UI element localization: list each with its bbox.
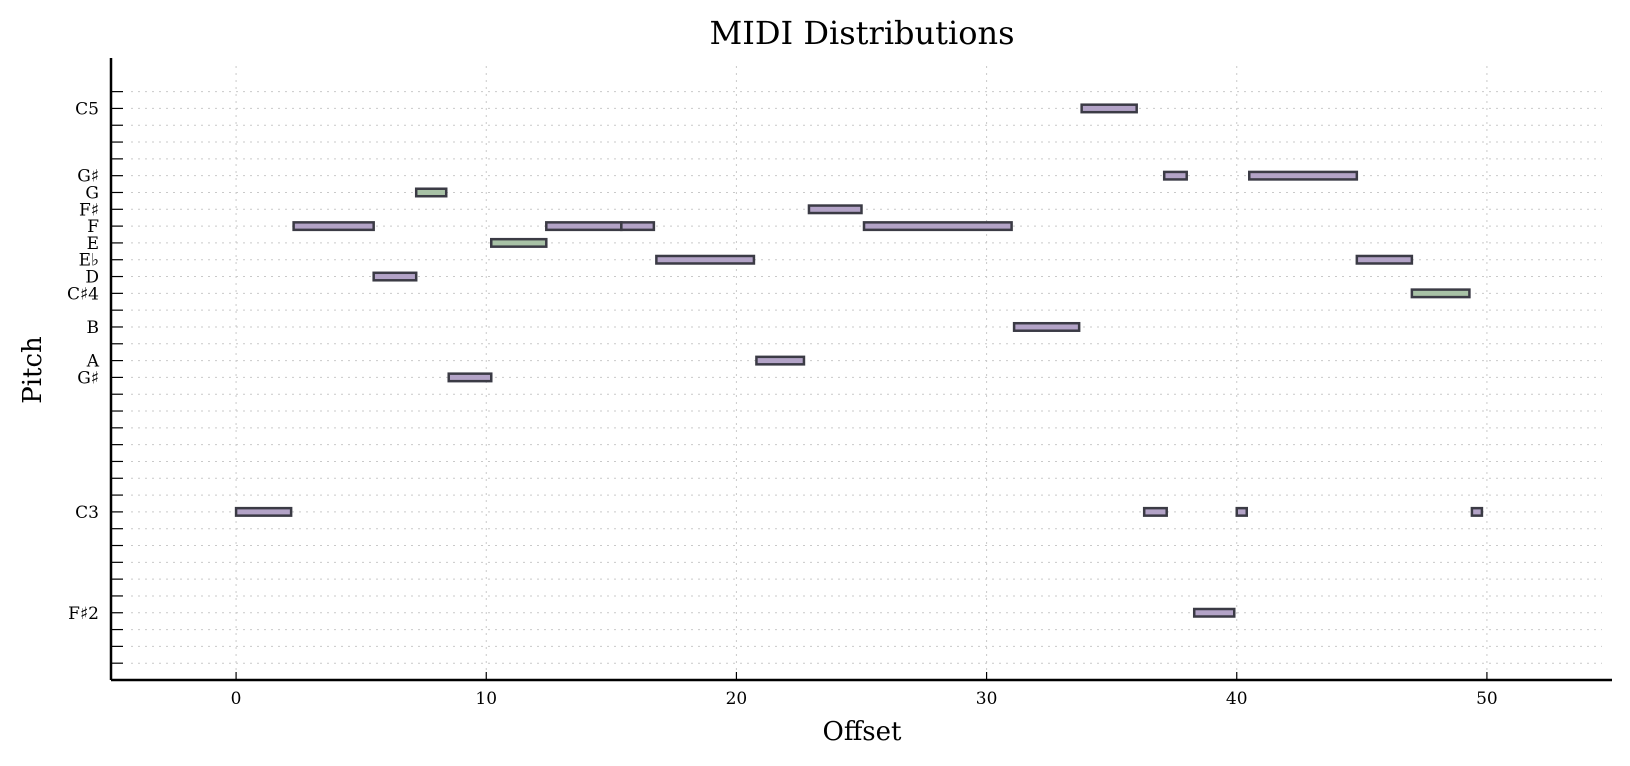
y-tick-label: G♯ xyxy=(77,167,99,187)
y-tick-label: D xyxy=(85,268,99,288)
axes-layer xyxy=(109,58,1612,682)
y-tick-label: F xyxy=(87,217,99,237)
note-bar xyxy=(447,372,493,383)
x-tick-label: 40 xyxy=(1226,689,1248,709)
note-bar xyxy=(655,254,756,265)
note-bar xyxy=(1142,506,1168,517)
note-bar xyxy=(1470,506,1484,517)
y-tick-label: G xyxy=(85,183,99,203)
note-bar xyxy=(862,221,1013,232)
x-tick-label: 50 xyxy=(1476,689,1498,709)
y-tick-label: E xyxy=(87,234,99,254)
note-bar xyxy=(1192,607,1236,618)
note-bar xyxy=(755,355,806,366)
notes-layer xyxy=(234,103,1484,618)
note-bar xyxy=(1248,170,1359,181)
y-tick-label: C5 xyxy=(75,99,99,119)
note-bar xyxy=(1162,170,1188,181)
y-tick-label: A xyxy=(86,352,100,372)
chart-title: MIDI Distributions xyxy=(709,14,1014,52)
note-bar xyxy=(234,506,293,517)
x-tick-label: 10 xyxy=(475,689,497,709)
y-tick-label: B xyxy=(87,318,100,338)
y-tick-label: G♯ xyxy=(77,368,99,388)
y-tick-label: F♯ xyxy=(79,200,99,220)
y-tick-label: F♯2 xyxy=(68,604,99,624)
y-tick-label: C3 xyxy=(75,503,99,523)
grid-layer xyxy=(131,66,1602,676)
note-bar xyxy=(1012,321,1081,332)
note-bar xyxy=(1410,288,1471,299)
x-tick-label: 20 xyxy=(726,689,748,709)
x-tick-label: 30 xyxy=(976,689,998,709)
y-tick-label: E♭ xyxy=(79,251,99,271)
x-tick-label: 0 xyxy=(231,689,242,709)
note-bar xyxy=(372,271,418,282)
note-bar xyxy=(620,221,656,232)
note-bar xyxy=(807,204,863,215)
y-axis-label: Pitch xyxy=(18,336,48,404)
x-axis-label: Offset xyxy=(823,717,903,747)
note-bar xyxy=(414,187,448,198)
note-bar xyxy=(1080,103,1138,114)
note-bar xyxy=(490,237,548,248)
note-bar xyxy=(1355,254,1414,265)
y-tick-label: C♯4 xyxy=(67,284,99,304)
note-bar xyxy=(545,221,623,232)
note-bar xyxy=(292,221,375,232)
note-bar xyxy=(1235,506,1249,517)
